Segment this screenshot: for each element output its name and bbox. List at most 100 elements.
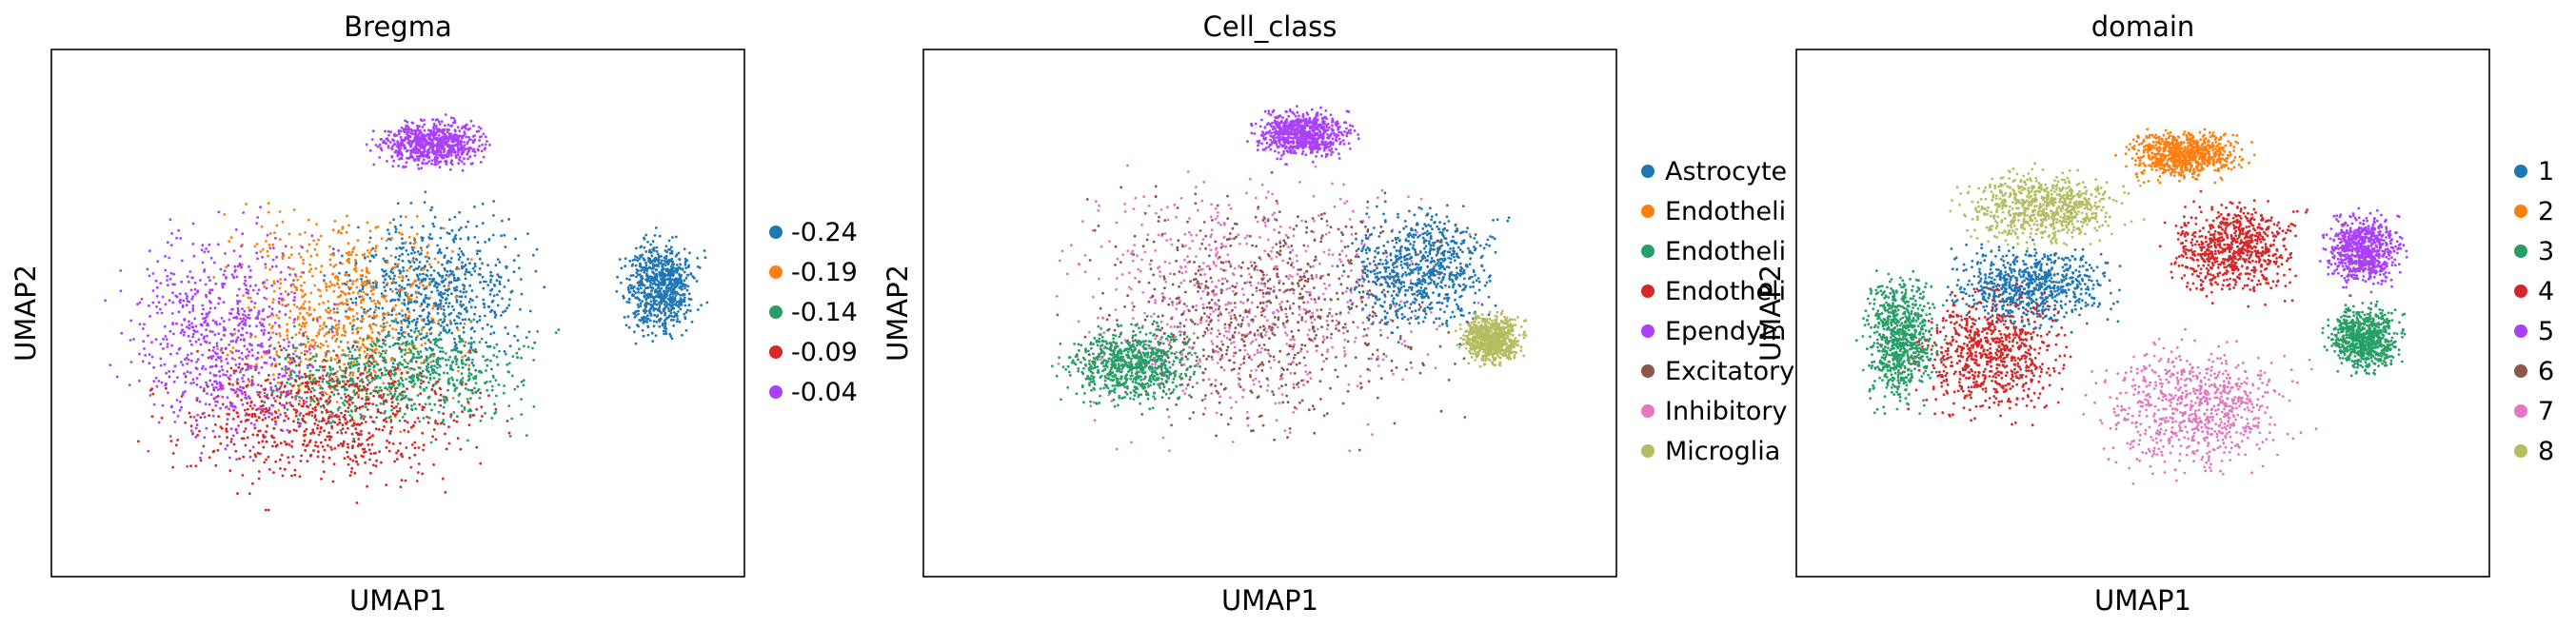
scatter-point (443, 371, 446, 375)
scatter-point (369, 289, 373, 293)
scatter-point (173, 364, 177, 368)
scatter-point (308, 357, 312, 361)
scatter-point (388, 389, 391, 393)
scatter-point (479, 281, 482, 285)
scatter-point (188, 310, 191, 314)
scatter-point (408, 266, 411, 270)
scatter-point (686, 308, 689, 312)
scatter-point (249, 332, 252, 336)
scatter-point (415, 480, 419, 482)
scatter-point (276, 395, 279, 398)
scatter-point (445, 447, 448, 451)
scatter-point (389, 300, 392, 303)
scatter-point (385, 246, 388, 250)
scatter-point (369, 373, 373, 377)
scatter-point (289, 373, 293, 377)
scatter-point (327, 375, 331, 379)
scatter-point (287, 417, 290, 421)
scatter-point (307, 314, 311, 317)
scatter-point (457, 267, 461, 270)
scatter-point (375, 363, 379, 366)
scatter-point (246, 402, 249, 404)
scatter-point (428, 283, 431, 286)
scatter-point (374, 347, 378, 351)
scatter-point (152, 380, 156, 383)
scatter-point (326, 310, 329, 314)
scatter-point (347, 410, 350, 414)
scatter-point (337, 278, 340, 282)
scatter-point (349, 297, 353, 301)
scatter-point (247, 305, 250, 309)
scatter-point (353, 454, 357, 458)
scatter-point (397, 165, 401, 167)
scatter-point (652, 246, 656, 249)
scatter-point (457, 162, 461, 166)
scatter-point (635, 246, 638, 250)
scatter-point (184, 421, 188, 424)
scatter-point (496, 258, 500, 261)
scatter-point (393, 359, 396, 363)
scatter-point (402, 166, 406, 169)
scatter-point (345, 283, 348, 286)
scatter-point (289, 403, 293, 407)
scatter-point (403, 319, 406, 323)
scatter-point (393, 263, 397, 265)
scatter-point (233, 327, 236, 331)
scatter-point (384, 289, 387, 292)
scatter-point (208, 342, 211, 344)
scatter-point (432, 304, 436, 308)
scatter-point (340, 231, 343, 235)
scatter-point (199, 279, 202, 282)
scatter-point (649, 281, 652, 285)
scatter-point (343, 457, 347, 460)
scatter-point (391, 265, 395, 269)
scatter-point (426, 255, 428, 258)
scatter-point (632, 289, 636, 293)
scatter-point (362, 418, 366, 421)
scatter-point (395, 451, 398, 455)
scatter-point (284, 304, 287, 307)
scatter-point (293, 324, 296, 328)
scatter-point (194, 436, 198, 439)
scatter-point (347, 394, 350, 397)
scatter-point (236, 393, 240, 397)
scatter-point (413, 441, 417, 444)
scatter-point (413, 251, 416, 254)
scatter-point (315, 354, 318, 358)
scatter-point (338, 382, 341, 385)
scatter-point (234, 405, 237, 409)
scatter-point (405, 161, 408, 165)
scatter-point (212, 373, 216, 377)
scatter-point (419, 392, 423, 396)
scatter-point (385, 142, 388, 146)
scatter-point (417, 285, 421, 289)
scatter-point (357, 387, 361, 391)
scatter-point (392, 218, 395, 222)
scatter-point (520, 398, 523, 401)
scatter-point (351, 380, 355, 383)
scatter-point (236, 300, 240, 304)
scatter-point (410, 408, 414, 411)
scatter-points (104, 113, 709, 512)
scatter-point (157, 380, 161, 383)
scatter-point (367, 248, 369, 252)
scatter-point (293, 468, 297, 472)
scatter-point (305, 357, 307, 361)
scatter-point (248, 380, 251, 383)
scatter-point (256, 351, 260, 355)
scatter-point (411, 259, 414, 263)
scatter-point (380, 138, 384, 141)
scatter-point (323, 358, 326, 362)
scatter-point (218, 297, 222, 301)
scatter-point (250, 348, 254, 352)
scatter-point (350, 418, 354, 422)
scatter-point (355, 345, 359, 348)
scatter-point (415, 232, 419, 236)
scatter-point (212, 345, 216, 349)
scatter-point (416, 379, 420, 382)
scatter-point (341, 380, 345, 383)
scatter-point (407, 322, 411, 325)
scatter-point (279, 282, 283, 285)
scatter-point (234, 429, 238, 432)
scatter-point (243, 390, 247, 394)
